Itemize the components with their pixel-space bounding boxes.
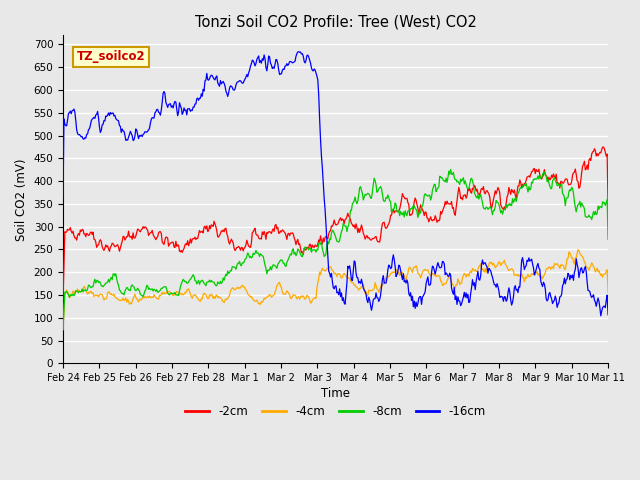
Title: Tonzi Soil CO2 Profile: Tree (West) CO2: Tonzi Soil CO2 Profile: Tree (West) CO2 xyxy=(195,15,477,30)
Text: TZ_soilco2: TZ_soilco2 xyxy=(77,50,145,63)
X-axis label: Time: Time xyxy=(321,387,350,400)
Legend: -2cm, -4cm, -8cm, -16cm: -2cm, -4cm, -8cm, -16cm xyxy=(180,401,491,423)
Y-axis label: Soil CO2 (mV): Soil CO2 (mV) xyxy=(15,158,28,240)
